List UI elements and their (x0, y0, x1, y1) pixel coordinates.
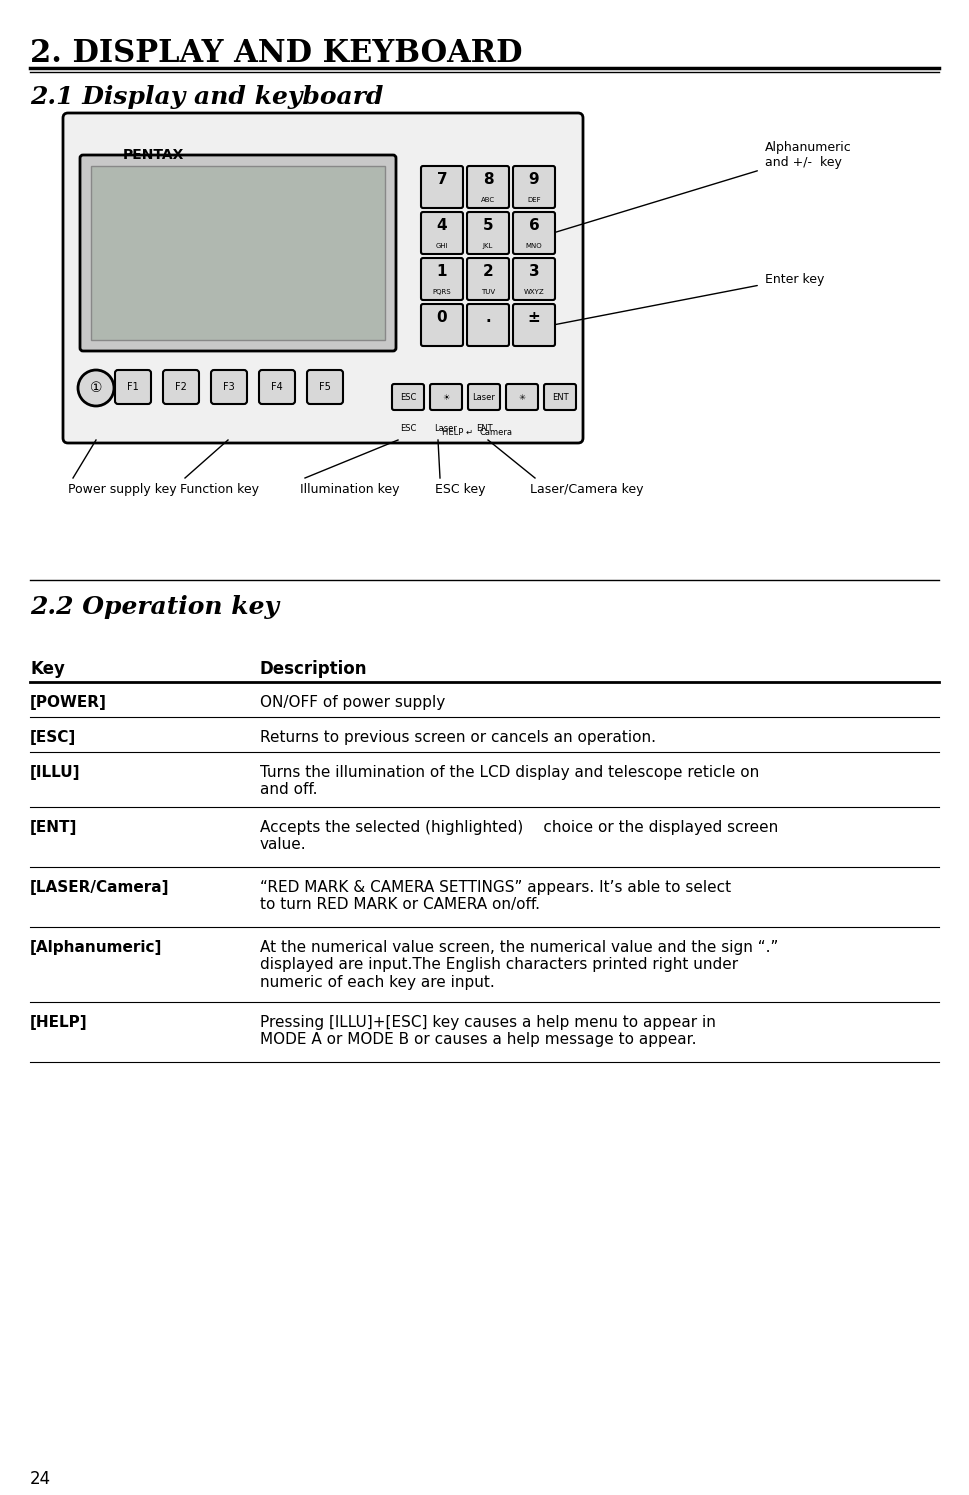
FancyBboxPatch shape (259, 369, 295, 404)
Text: 2. DISPLAY AND KEYBOARD: 2. DISPLAY AND KEYBOARD (30, 37, 522, 69)
Text: Illumination key: Illumination key (300, 483, 399, 496)
Text: F5: F5 (319, 383, 331, 392)
FancyBboxPatch shape (80, 155, 396, 351)
Text: [LASER/Camera]: [LASER/Camera] (30, 881, 170, 896)
Text: 2.1 Display and keyboard: 2.1 Display and keyboard (30, 85, 384, 109)
Text: WXYZ: WXYZ (523, 289, 545, 295)
Text: 2: 2 (483, 265, 493, 280)
FancyBboxPatch shape (467, 259, 509, 300)
Text: ENT: ENT (476, 425, 492, 434)
Text: PENTAX: PENTAX (123, 148, 184, 161)
Text: ESC: ESC (400, 425, 417, 434)
Text: Description: Description (260, 659, 367, 679)
Text: ±: ± (528, 311, 541, 326)
Text: 0: 0 (437, 311, 448, 326)
Text: Returns to previous screen or cancels an operation.: Returns to previous screen or cancels an… (260, 730, 656, 745)
FancyBboxPatch shape (467, 212, 509, 254)
FancyBboxPatch shape (392, 384, 424, 410)
FancyBboxPatch shape (211, 369, 247, 404)
FancyBboxPatch shape (430, 384, 462, 410)
FancyBboxPatch shape (307, 369, 343, 404)
Text: MNO: MNO (526, 244, 543, 250)
Text: Key: Key (30, 659, 65, 679)
Text: Accepts the selected (highlighted)  choice or the displayed screen
value.: Accepts the selected (highlighted) choic… (260, 819, 778, 852)
FancyBboxPatch shape (506, 384, 538, 410)
Text: ESC key: ESC key (435, 483, 485, 496)
Text: Power supply key: Power supply key (68, 483, 176, 496)
Text: Alphanumeric
and +/-  key: Alphanumeric and +/- key (765, 141, 852, 169)
Text: Laser/Camera key: Laser/Camera key (530, 483, 643, 496)
Text: ABC: ABC (481, 197, 495, 203)
Text: [ESC]: [ESC] (30, 730, 77, 745)
FancyBboxPatch shape (513, 166, 555, 208)
Text: F4: F4 (271, 383, 283, 392)
Text: F3: F3 (223, 383, 234, 392)
Text: 7: 7 (437, 172, 448, 187)
FancyBboxPatch shape (513, 303, 555, 345)
Text: 1: 1 (437, 265, 448, 280)
Text: ON/OFF of power supply: ON/OFF of power supply (260, 695, 445, 710)
Text: [ENT]: [ENT] (30, 819, 78, 836)
FancyBboxPatch shape (421, 259, 463, 300)
Text: GHI: GHI (436, 244, 449, 250)
Text: 5: 5 (483, 218, 493, 233)
Text: 3: 3 (529, 265, 540, 280)
Text: At the numerical value screen, the numerical value and the sign “.”
displayed ar: At the numerical value screen, the numer… (260, 940, 778, 990)
FancyBboxPatch shape (421, 303, 463, 345)
Circle shape (78, 369, 114, 407)
FancyBboxPatch shape (421, 212, 463, 254)
Text: PQRS: PQRS (433, 289, 452, 295)
Text: DEF: DEF (527, 197, 541, 203)
Text: 8: 8 (483, 172, 493, 187)
Text: ☀: ☀ (442, 393, 450, 402)
Text: 2.2 Operation key: 2.2 Operation key (30, 595, 279, 619)
Text: .: . (485, 311, 491, 326)
Text: Enter key: Enter key (765, 274, 825, 287)
Text: HELP ↵: HELP ↵ (443, 428, 474, 437)
Text: Laser: Laser (473, 393, 495, 402)
FancyBboxPatch shape (163, 369, 199, 404)
FancyBboxPatch shape (544, 384, 576, 410)
Text: Function key: Function key (180, 483, 259, 496)
FancyBboxPatch shape (467, 303, 509, 345)
FancyBboxPatch shape (468, 384, 500, 410)
FancyBboxPatch shape (513, 259, 555, 300)
FancyBboxPatch shape (91, 166, 385, 339)
Text: F2: F2 (175, 383, 187, 392)
Text: JKL: JKL (483, 244, 493, 250)
FancyBboxPatch shape (513, 212, 555, 254)
FancyBboxPatch shape (115, 369, 151, 404)
Text: Pressing [lLLU]+[ESC] key causes a help menu to appear in
MODE A or MODE B or ca: Pressing [lLLU]+[ESC] key causes a help … (260, 1015, 716, 1048)
FancyBboxPatch shape (63, 114, 583, 443)
Text: ENT: ENT (551, 393, 568, 402)
Text: TUV: TUV (481, 289, 495, 295)
Text: 6: 6 (529, 218, 540, 233)
Text: ✳: ✳ (518, 393, 525, 402)
Text: Laser: Laser (434, 425, 457, 434)
Text: [Alphanumeric]: [Alphanumeric] (30, 940, 163, 955)
Text: 9: 9 (529, 172, 540, 187)
FancyBboxPatch shape (467, 166, 509, 208)
Text: [POWER]: [POWER] (30, 695, 107, 710)
Text: Camera: Camera (480, 428, 513, 437)
Text: ESC: ESC (400, 393, 417, 402)
Text: [HELP]: [HELP] (30, 1015, 87, 1030)
FancyBboxPatch shape (421, 166, 463, 208)
Text: F1: F1 (127, 383, 139, 392)
Text: 4: 4 (437, 218, 448, 233)
Text: Turns the illumination of the LCD display and telescope reticle on
and off.: Turns the illumination of the LCD displa… (260, 765, 760, 797)
Text: “RED MARK & CAMERA SETTINGS” appears. It’s able to select
to turn RED MARK or CA: “RED MARK & CAMERA SETTINGS” appears. It… (260, 881, 732, 912)
Text: ①: ① (90, 381, 103, 395)
Text: [ILLU]: [ILLU] (30, 765, 80, 780)
Text: 24: 24 (30, 1470, 51, 1488)
